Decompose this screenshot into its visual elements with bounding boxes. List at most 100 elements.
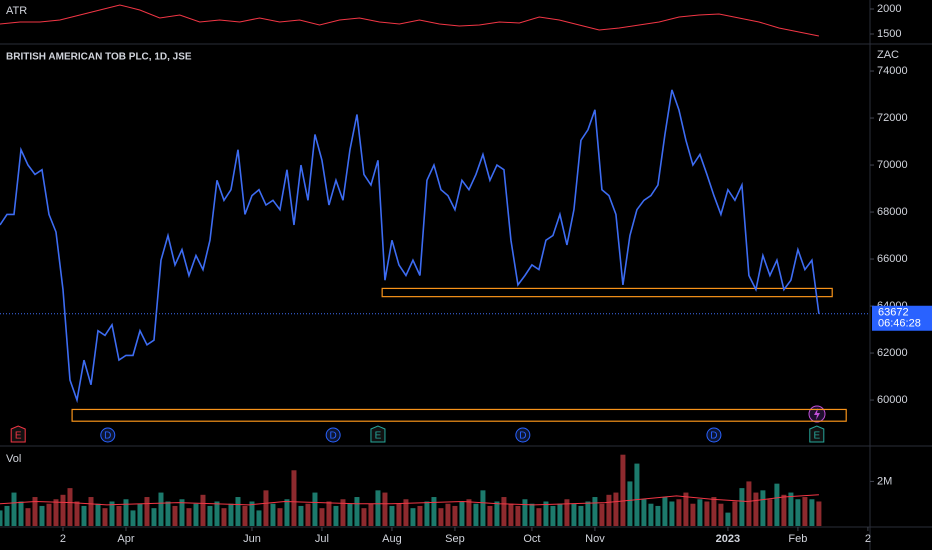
volume-bar — [53, 499, 59, 526]
volume-bar — [564, 499, 570, 526]
volume-bar — [361, 508, 367, 526]
volume-bar — [592, 497, 598, 526]
volume-bar — [739, 488, 745, 526]
volume-bar — [501, 497, 507, 526]
volume-bar — [508, 503, 514, 526]
volume-bar — [214, 501, 220, 526]
event-marker — [100, 427, 116, 443]
event-marker — [706, 427, 722, 443]
event-label: D — [330, 431, 337, 442]
volume-bar — [158, 492, 164, 526]
volume-bar — [571, 503, 577, 526]
volume-bar — [417, 505, 423, 526]
volume-bar — [277, 508, 283, 526]
volume-bar — [641, 499, 647, 526]
volume-bar — [207, 505, 213, 526]
x-tick-label: Jun — [243, 533, 261, 545]
volume-bar — [123, 499, 129, 526]
volume-bar — [193, 503, 199, 526]
volume-bar — [235, 497, 241, 526]
volume-bar — [473, 503, 479, 526]
price-line — [0, 89, 820, 404]
atr-line — [0, 4, 820, 37]
volume-bar — [557, 503, 563, 526]
volume-bar — [228, 503, 234, 526]
volume-bar — [137, 503, 143, 526]
volume-bar — [809, 499, 815, 526]
volume-bar — [151, 508, 157, 526]
volume-bar — [816, 501, 822, 526]
volume-bar — [347, 503, 353, 526]
event-marker — [10, 425, 26, 443]
volume-bar — [305, 503, 311, 526]
event-marker — [370, 425, 386, 443]
volume-bar — [704, 501, 710, 526]
volume-bar — [270, 503, 276, 526]
volume-bar — [634, 463, 640, 526]
event-marker — [809, 425, 825, 443]
volume-bar — [18, 501, 24, 526]
volume-bar — [445, 503, 451, 526]
volume-bar — [655, 505, 661, 526]
volume-bar — [725, 512, 731, 526]
volume-bar — [774, 483, 780, 526]
volume-bar — [676, 499, 682, 526]
volume-bar — [81, 505, 87, 526]
volume-bar — [74, 501, 80, 526]
volume-bar — [690, 503, 696, 526]
volume-bar — [368, 503, 374, 526]
x-tick-label: Sep — [445, 533, 465, 545]
x-tick-label: Aug — [382, 533, 402, 545]
alert-bolt — [814, 408, 820, 420]
volume-bar — [613, 492, 619, 526]
volume-bar — [172, 505, 178, 526]
volume-bar — [60, 494, 66, 526]
x-tick-label: Apr — [117, 533, 134, 545]
volume-bar — [249, 501, 255, 526]
x-tick-label: Feb — [788, 533, 807, 545]
event-label: E — [813, 431, 820, 442]
volume-bar — [781, 494, 787, 526]
event-label: D — [104, 431, 111, 442]
volume-bar — [326, 501, 332, 526]
volume-bar — [760, 490, 766, 526]
volume-bar — [291, 470, 297, 526]
volume-bar — [732, 501, 738, 526]
volume-bar — [179, 499, 185, 526]
volume-bar — [340, 499, 346, 526]
volume-bar — [746, 481, 752, 526]
volume-bar — [186, 508, 192, 526]
volume-bar — [396, 503, 402, 526]
volume-bar — [88, 497, 94, 526]
volume-bar — [298, 505, 304, 526]
x-tick-label: Jul — [315, 533, 329, 545]
volume-bar — [515, 505, 521, 526]
volume-bar — [424, 501, 430, 526]
y-tick-label: 62000 — [877, 347, 908, 359]
volume-bar — [67, 488, 73, 526]
y-tick-label: 74000 — [877, 65, 908, 77]
x-tick-label: 2 — [865, 533, 871, 545]
support-zone — [381, 287, 833, 298]
volume-bar — [284, 499, 290, 526]
volume-bar — [389, 505, 395, 526]
volume-bar — [606, 494, 612, 526]
y-tick-label: 70000 — [877, 159, 908, 171]
event-marker — [515, 427, 531, 443]
volume-bar — [648, 503, 654, 526]
volume-bar — [319, 508, 325, 526]
volume-bar — [200, 494, 206, 526]
unit-label: ZAC — [877, 49, 899, 61]
atr-label: ATR — [6, 5, 27, 17]
volume-bar — [32, 497, 38, 526]
volume-bar — [802, 497, 808, 526]
event-marker — [325, 427, 341, 443]
last-price-label: 63672 — [878, 307, 909, 319]
volume-bar — [767, 499, 773, 526]
volume-bar — [221, 508, 227, 526]
volume-bar — [585, 501, 591, 526]
volume-bar — [333, 505, 339, 526]
volume-bar — [312, 492, 318, 526]
